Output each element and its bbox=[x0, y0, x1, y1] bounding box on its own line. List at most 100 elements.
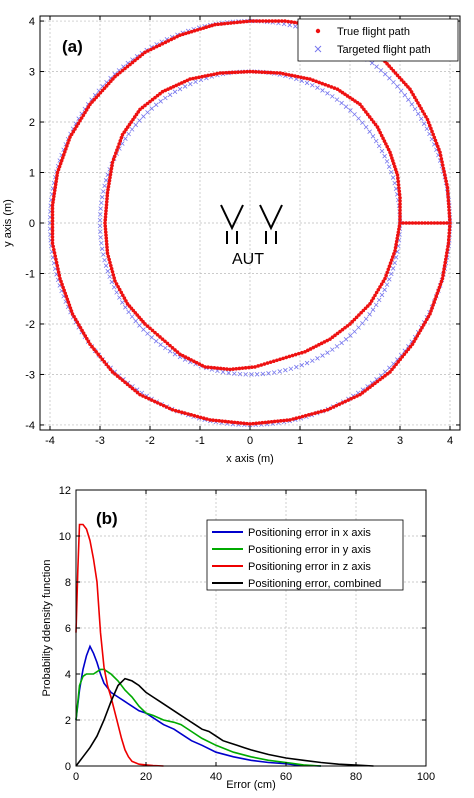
true-path-point bbox=[70, 312, 75, 316]
true-path-point bbox=[100, 88, 105, 93]
true-path-point bbox=[378, 377, 382, 382]
true-path-point bbox=[107, 178, 112, 183]
true-path-point bbox=[248, 69, 252, 74]
true-path-point bbox=[447, 208, 451, 212]
y-tick-label: -2 bbox=[25, 319, 35, 331]
true-path-point bbox=[103, 212, 108, 216]
true-path-point bbox=[371, 120, 376, 124]
targeted-path-marker bbox=[304, 360, 310, 366]
true-path-point bbox=[104, 84, 109, 88]
true-path-point bbox=[433, 138, 438, 143]
true-path-point bbox=[446, 238, 451, 242]
true-path-point bbox=[195, 414, 200, 419]
aut-label: AUT bbox=[232, 251, 264, 268]
targeted-path-marker bbox=[370, 307, 376, 312]
targeted-path-marker bbox=[315, 355, 320, 361]
true-path-point bbox=[105, 245, 109, 250]
true-path-point bbox=[96, 352, 100, 357]
true-path-point bbox=[281, 356, 285, 361]
true-path-point bbox=[138, 392, 142, 397]
true-path-point bbox=[115, 374, 120, 378]
true-path-point bbox=[134, 112, 139, 117]
targeted-path-marker bbox=[330, 94, 335, 99]
true-path-point bbox=[50, 222, 55, 227]
true-path-point bbox=[235, 20, 240, 25]
true-path-point bbox=[205, 417, 209, 421]
true-path-point bbox=[413, 221, 418, 225]
true-path-point bbox=[398, 214, 402, 219]
true-path-point bbox=[439, 279, 444, 284]
true-path-point bbox=[442, 173, 447, 177]
true-path-point bbox=[406, 347, 411, 352]
y-tick-label: 3 bbox=[29, 67, 35, 79]
true-path-point bbox=[379, 282, 384, 286]
true-path-point bbox=[116, 145, 120, 149]
targeted-path-marker bbox=[145, 331, 150, 336]
true-path-point bbox=[352, 395, 356, 400]
x-tick-label: 60 bbox=[280, 771, 292, 783]
true-path-point bbox=[216, 22, 220, 27]
true-path-point bbox=[446, 195, 450, 200]
true-path-point bbox=[370, 383, 375, 387]
targeted-path-marker bbox=[277, 369, 283, 374]
true-path-point bbox=[163, 88, 168, 93]
true-path-point bbox=[340, 401, 345, 405]
true-path-point bbox=[402, 352, 407, 357]
true-path-point bbox=[110, 163, 114, 168]
true-path-point bbox=[250, 365, 254, 370]
targeted-path-marker bbox=[100, 189, 106, 194]
true-path-point bbox=[300, 414, 305, 419]
true-path-point bbox=[212, 72, 216, 77]
true-path-point bbox=[108, 260, 112, 265]
true-path-point bbox=[275, 71, 279, 75]
true-path-point bbox=[231, 367, 235, 371]
targeted-path-marker bbox=[182, 84, 188, 89]
targeted-path-marker bbox=[153, 102, 159, 108]
true-path-point bbox=[389, 258, 394, 262]
true-path-point bbox=[296, 351, 301, 356]
targeted-path-marker bbox=[343, 104, 349, 109]
true-path-point bbox=[385, 144, 390, 149]
targeted-path-marker bbox=[320, 353, 325, 358]
true-path-point bbox=[388, 150, 392, 155]
true-path-point bbox=[440, 276, 445, 281]
true-path-point bbox=[173, 408, 178, 413]
true-path-point bbox=[233, 70, 237, 75]
true-path-point bbox=[184, 31, 188, 36]
targeted-path-marker bbox=[299, 362, 305, 368]
true-path-point bbox=[245, 69, 249, 74]
true-path-point bbox=[235, 420, 240, 425]
true-path-point bbox=[209, 73, 213, 77]
targeted-path-marker bbox=[99, 194, 105, 200]
true-path-point bbox=[415, 334, 420, 338]
true-path-point bbox=[218, 366, 223, 371]
true-path-point bbox=[146, 49, 150, 53]
true-path-point bbox=[117, 142, 121, 146]
true-path-point bbox=[54, 260, 59, 265]
true-path-point bbox=[253, 365, 257, 369]
panel-a-ylabel: y axis (m) bbox=[2, 199, 14, 247]
targeted-path-marker bbox=[215, 368, 220, 374]
true-path-point bbox=[293, 74, 297, 78]
targeted-path-marker bbox=[103, 178, 109, 183]
true-path-point bbox=[317, 80, 321, 85]
targeted-path-marker bbox=[117, 295, 122, 300]
true-path-point bbox=[229, 420, 234, 424]
targeted-path-marker bbox=[395, 84, 400, 89]
targeted-path-marker bbox=[103, 263, 109, 268]
targeted-path-marker bbox=[412, 106, 418, 112]
y-tick-label: 4 bbox=[65, 669, 71, 681]
true-path-point bbox=[103, 227, 108, 231]
true-path-point bbox=[94, 349, 98, 354]
true-path-point bbox=[53, 182, 58, 187]
true-path-point bbox=[434, 294, 439, 299]
true-path-point bbox=[394, 170, 399, 174]
true-path-point bbox=[192, 413, 197, 418]
true-path-point bbox=[72, 314, 76, 319]
true-path-point bbox=[365, 304, 370, 308]
true-path-point bbox=[102, 86, 107, 90]
true-path-point bbox=[183, 355, 188, 359]
true-path-point bbox=[168, 86, 173, 90]
targeted-path-marker bbox=[392, 260, 397, 266]
true-path-point bbox=[251, 19, 255, 23]
